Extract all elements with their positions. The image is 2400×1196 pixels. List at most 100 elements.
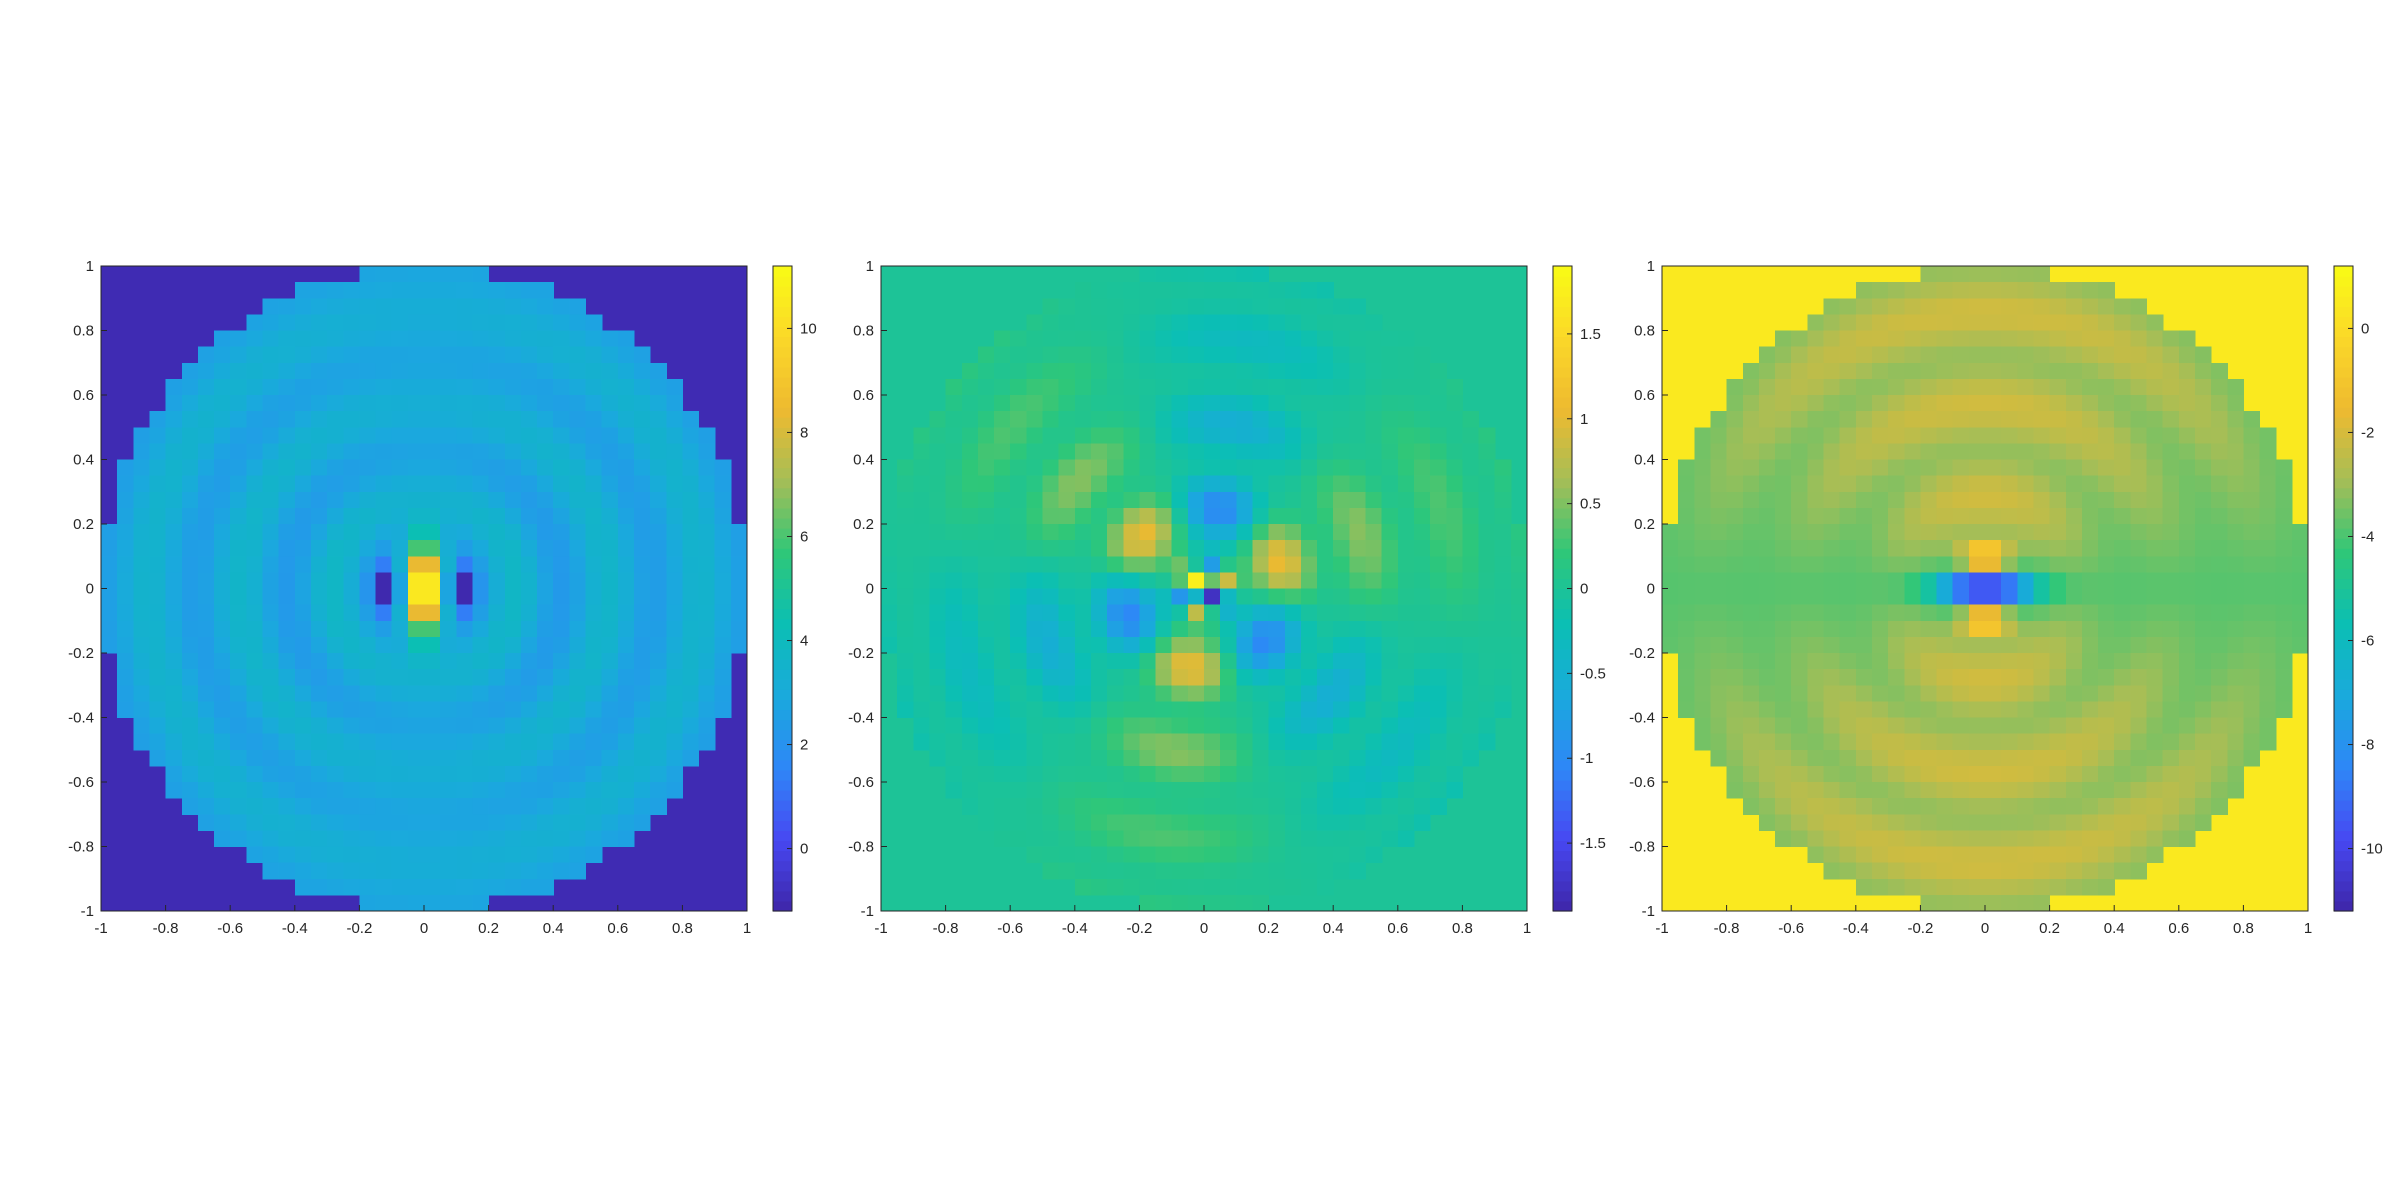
heatmap-cell: [520, 862, 538, 880]
heatmap-cell: [327, 556, 344, 573]
heatmap-cell: [197, 540, 215, 557]
x-tick-label: 0.8: [2233, 920, 2254, 937]
heatmap-cell: [1204, 282, 1221, 299]
heatmap-cell: [2001, 620, 2018, 638]
heatmap-cell: [994, 556, 1011, 573]
heatmap-cell: [1446, 749, 1463, 767]
heatmap-cell: [1694, 733, 1712, 751]
heatmap-cell: [1920, 395, 1938, 412]
heatmap-cell: [1855, 427, 1873, 444]
heatmap-cell: [1823, 846, 1841, 864]
heatmap-cell: [1171, 507, 1189, 525]
heatmap-cell: [1090, 604, 1108, 622]
heatmap-cell: [682, 588, 700, 606]
heatmap-cell: [1252, 556, 1270, 573]
heatmap-cell: [1397, 443, 1415, 461]
heatmap-cell: [133, 588, 151, 606]
heatmap-cell: [1775, 362, 1792, 380]
heatmap-cell: [1742, 378, 1760, 396]
heatmap-cell: [1204, 701, 1221, 719]
heatmap-cell: [1936, 395, 1954, 412]
colorbar-segment: [773, 437, 792, 449]
heatmap-cell: [2114, 330, 2131, 348]
heatmap-cell: [2211, 798, 2228, 815]
heatmap-cell: [407, 604, 425, 622]
heatmap-cell: [2114, 717, 2131, 735]
heatmap-cell: [278, 330, 296, 348]
heatmap-cell: [1123, 411, 1140, 428]
heatmap-cell: [1026, 814, 1044, 831]
heatmap-cell: [2211, 717, 2228, 735]
heatmap-cell: [2033, 636, 2051, 654]
heatmap-cell: [1058, 427, 1076, 444]
heatmap-cell: [359, 862, 377, 880]
heatmap-cell: [2081, 620, 2099, 638]
heatmap-cell: [2065, 362, 2083, 380]
heatmap-cell: [2178, 427, 2196, 444]
heatmap-cell: [1985, 782, 2002, 799]
heatmap-cell: [1284, 685, 1302, 702]
heatmap-cell: [2033, 620, 2051, 638]
heatmap-cell: [375, 540, 393, 557]
heatmap-cell: [1855, 878, 1873, 896]
heatmap-cell: [1791, 395, 1808, 412]
heatmap-cell: [1187, 491, 1205, 509]
heatmap-cell: [2194, 685, 2212, 702]
heatmap-cell: [1758, 524, 1776, 541]
heatmap-cell: [1985, 491, 2002, 509]
heatmap-cell: [262, 782, 280, 799]
heatmap-cell: [327, 604, 344, 622]
colorbar-segment: [773, 598, 792, 610]
heatmap-cell: [994, 475, 1011, 493]
heatmap-cell: [1058, 733, 1076, 751]
colorbar-segment: [1553, 407, 1572, 418]
heatmap-cell: [1284, 814, 1302, 831]
heatmap-cell: [1236, 314, 1254, 332]
y-tick-label: -0.6: [848, 774, 874, 791]
heatmap-cell: [1171, 346, 1189, 364]
heatmap-cell: [1462, 749, 1480, 767]
heatmap-cell: [1155, 266, 1173, 283]
heatmap-cell: [294, 765, 312, 783]
heatmap-cell: [456, 588, 474, 606]
heatmap-cell: [1349, 507, 1367, 525]
heatmap-cell: [1268, 395, 1286, 412]
heatmap-cell: [1791, 653, 1808, 670]
heatmap-cell: [181, 427, 199, 444]
heatmap-cell: [1123, 733, 1140, 751]
heatmap-cell: [1107, 314, 1124, 332]
heatmap-cell: [520, 830, 538, 848]
heatmap-cell: [149, 653, 167, 670]
x-tick-label: -0.6: [997, 920, 1023, 937]
heatmap-cell: [1758, 362, 1776, 380]
heatmap-cell: [504, 717, 522, 735]
heatmap-cell: [1494, 491, 1512, 509]
heatmap-cell: [1010, 604, 1027, 622]
heatmap-cell: [714, 701, 732, 719]
heatmap-cell: [1155, 395, 1173, 412]
heatmap-cell: [1920, 266, 1938, 283]
heatmap-cell: [375, 330, 393, 348]
heatmap-cell: [2243, 653, 2261, 670]
heatmap-cell: [994, 443, 1011, 461]
heatmap-cell: [1139, 765, 1157, 783]
heatmap-cell: [294, 362, 312, 380]
heatmap-cell: [929, 572, 947, 590]
heatmap-cell: [537, 362, 554, 380]
heatmap-cell: [1010, 507, 1027, 525]
heatmap-cell: [2146, 572, 2164, 590]
heatmap-cell: [117, 620, 134, 638]
heatmap-cell: [1236, 894, 1254, 912]
heatmap-cell: [2081, 782, 2099, 799]
heatmap-cell: [440, 362, 457, 380]
heatmap-cell: [666, 733, 683, 751]
heatmap-cell: [246, 588, 264, 606]
heatmap-cell: [553, 314, 570, 332]
heatmap-cell: [1381, 701, 1399, 719]
heatmap-cell: [682, 749, 700, 767]
heatmap-cell: [1952, 378, 1970, 396]
heatmap-cell: [1284, 798, 1302, 815]
heatmap-cell: [1888, 830, 1905, 848]
heatmap-cell: [1936, 282, 1954, 299]
heatmap-cell: [1430, 701, 1447, 719]
